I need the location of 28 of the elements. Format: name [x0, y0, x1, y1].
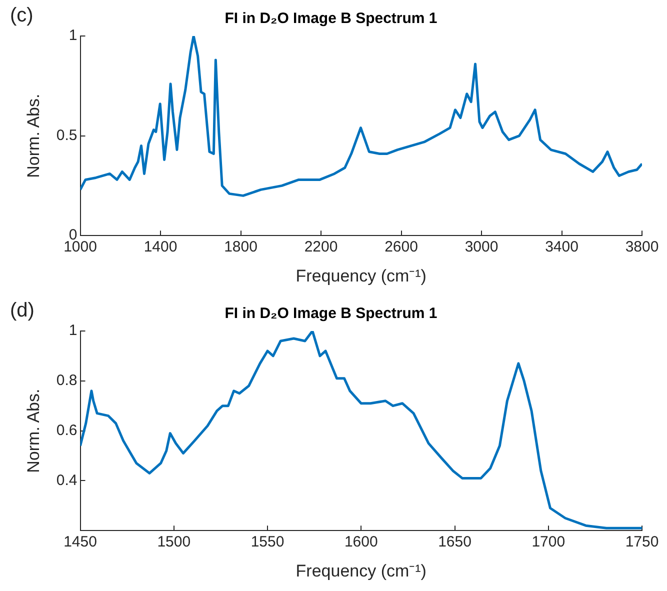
x-tick-label: 1400	[144, 238, 178, 256]
chart-title: FI in D₂O Image B Spectrum 1	[224, 305, 438, 322]
y-tick-label: 1	[68, 322, 78, 340]
text: (d)	[10, 300, 34, 322]
y-tick-label: 0.6	[56, 422, 78, 439]
x-tick-label: 1750	[625, 534, 659, 551]
y-axis-title: Norm. Abs.	[24, 94, 43, 178]
x-tick-label: 1550	[250, 534, 284, 551]
x-tick-label: 1500	[157, 534, 191, 551]
x-tick-label: 1650	[438, 534, 472, 551]
x-tick-label: 3000	[464, 238, 498, 256]
x-tick-label: 1450	[64, 534, 97, 551]
y-tick-label: 0.8	[56, 372, 78, 390]
y-tick-label: 1	[68, 27, 78, 44]
x-tick-label: 1800	[224, 238, 258, 256]
x-tick-label: 2200	[304, 238, 338, 256]
x-tick-label: 1600	[344, 534, 378, 551]
x-tick-label: 3400	[545, 238, 578, 256]
x-axis-title: Frequency (cm⁻¹)	[296, 561, 426, 580]
x-tick-label: 3800	[625, 238, 659, 256]
y-tick-label: 0.4	[56, 472, 78, 489]
x-tick-label: 2600	[384, 238, 418, 256]
text: (c)	[10, 4, 34, 27]
x-tick-label: 1700	[532, 534, 566, 551]
y-tick-label: 0.5	[56, 126, 78, 144]
x-axis-title: Frequency (cm⁻¹)	[296, 266, 426, 286]
y-axis-title: Norm. Abs.	[24, 388, 43, 473]
chart-title: FI in D₂O Image B Spectrum 1	[224, 10, 438, 28]
